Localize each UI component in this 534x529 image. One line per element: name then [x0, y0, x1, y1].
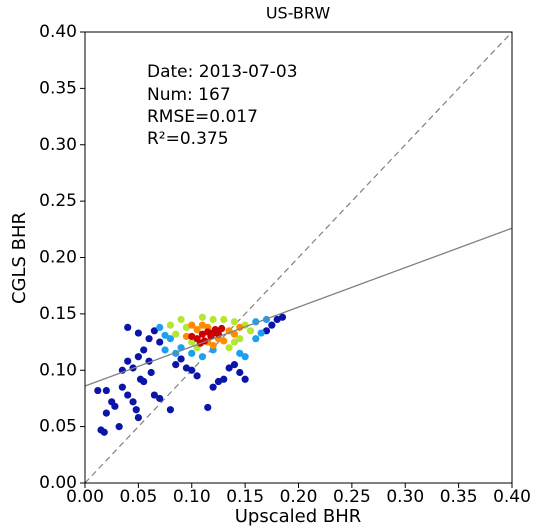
scatter-point — [172, 330, 180, 338]
scatter-point — [225, 344, 233, 352]
x-axis-label: Upscaled BHR — [235, 506, 362, 527]
scatter-point — [124, 391, 132, 399]
y-tick-label: 0.40 — [39, 22, 77, 42]
scatter-point — [220, 375, 228, 383]
scatter-point — [198, 353, 207, 361]
scatter-point — [218, 324, 226, 333]
scatter-point — [268, 321, 276, 329]
scatter-point — [140, 346, 148, 354]
scatter-point — [102, 386, 110, 395]
scatter-point — [198, 313, 207, 321]
scatter-point — [124, 357, 132, 365]
x-tick-label: 0.15 — [226, 487, 264, 507]
y-tick-label: 0.20 — [39, 248, 77, 268]
x-tick-label: 0.25 — [333, 487, 371, 507]
scatter-point — [156, 394, 164, 403]
scatter-point — [132, 406, 140, 414]
scatter-point — [230, 361, 239, 369]
chart-title: US-BRW — [266, 4, 331, 23]
y-tick-label: 0.30 — [39, 135, 77, 155]
scatter-point — [193, 372, 201, 380]
scatter-point — [236, 349, 244, 357]
scatter-point — [111, 402, 119, 410]
scatter-point — [166, 406, 174, 414]
y-tick-label: 0.00 — [39, 473, 77, 493]
scatter-point — [278, 313, 287, 321]
scatter-point — [252, 335, 260, 343]
scatter-point — [236, 368, 244, 377]
scatter-point — [204, 403, 212, 412]
scatter-point — [102, 409, 110, 417]
x-tick-label: 0.30 — [386, 487, 424, 507]
y-tick-label: 0.15 — [39, 304, 77, 324]
x-tick-label: 0.05 — [119, 487, 157, 507]
plot-frame — [84, 31, 513, 484]
annotation: R²=0.375 — [147, 129, 229, 149]
y-tick-label: 0.10 — [39, 360, 77, 380]
scatter-point — [225, 364, 233, 372]
scatter-point — [166, 335, 174, 343]
fit-line — [84, 227, 513, 387]
scatter-point — [161, 331, 169, 339]
scatter-point — [188, 338, 196, 346]
y-tick-label: 0.05 — [39, 417, 77, 437]
annotation: Num: 167 — [147, 85, 231, 105]
scatter-point — [246, 327, 255, 335]
scatter-point — [147, 368, 155, 377]
scatter-point — [220, 315, 228, 324]
scatter-point — [172, 361, 180, 369]
scatter-point — [257, 329, 265, 337]
scatter-point — [150, 327, 158, 335]
scatter-point — [150, 391, 158, 399]
scatter-point — [230, 330, 239, 338]
x-tick-label: 0.40 — [493, 487, 531, 507]
x-tick-label: 0.35 — [440, 487, 478, 507]
x-tick-label: 0.10 — [173, 487, 211, 507]
y-tick-label: 0.25 — [39, 191, 77, 211]
x-tick-label: 0.00 — [66, 487, 104, 507]
scatter-point — [209, 315, 217, 324]
scatter-point — [220, 337, 228, 345]
scatter-point — [115, 423, 123, 431]
scatter-point — [145, 335, 153, 343]
scatter-point — [140, 377, 148, 386]
y-axis-label: CGLS BHR — [9, 212, 30, 304]
y-tick-label: 0.35 — [39, 78, 77, 98]
scatter-point — [209, 341, 217, 350]
scatter-point — [177, 355, 185, 363]
scatter-point — [134, 414, 142, 422]
scatter-point — [94, 386, 102, 395]
scatter-point — [209, 383, 217, 391]
scatter-point — [230, 338, 239, 346]
scatter-point — [188, 349, 196, 357]
scatter-point — [118, 383, 126, 391]
scatter-point — [100, 428, 108, 436]
scatter-point — [241, 353, 249, 361]
identity-line — [84, 31, 513, 484]
x-tick-label: 0.20 — [280, 487, 318, 507]
scatter-point — [193, 326, 201, 334]
scatter-point — [161, 346, 169, 354]
scatter-point — [129, 398, 137, 406]
scatter-point — [134, 329, 142, 337]
scatter-point — [156, 323, 164, 332]
scatter-point — [124, 323, 132, 332]
annotation: Date: 2013-07-03 — [147, 62, 298, 82]
scatter-point — [241, 375, 249, 383]
annotation: RMSE=0.017 — [147, 107, 258, 127]
scatter-point — [166, 321, 174, 329]
scatter-point — [177, 315, 185, 324]
scatter-point — [236, 335, 244, 343]
scatter-point — [156, 338, 164, 346]
scatter-point — [182, 332, 191, 341]
scatter-point — [188, 321, 196, 329]
scatter-point — [230, 318, 239, 326]
scatter-point — [134, 353, 142, 361]
scatter-point — [188, 366, 196, 374]
